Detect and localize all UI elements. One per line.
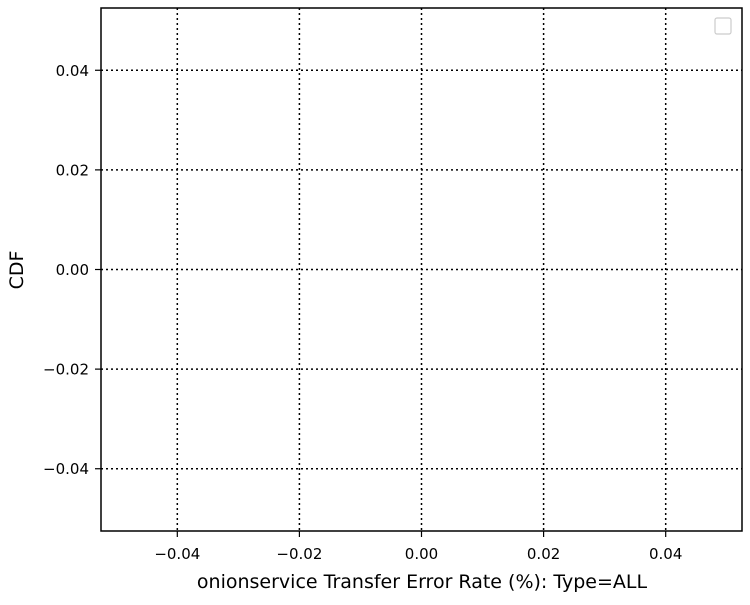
tick-label-layer: −0.04 −0.02 0.00 0.02 0.04 −0.04 −0.02 0.00 0.02… (43, 62, 682, 563)
grid-layer (101, 8, 742, 531)
tick-layer (95, 69, 667, 537)
x-tick-label: −0.02 (276, 545, 322, 563)
y-tick-label: 0.00 (56, 261, 89, 279)
y-tick-label: 0.04 (56, 62, 89, 80)
x-tick-label: 0.00 (405, 545, 438, 563)
x-tick-label: −0.04 (154, 545, 200, 563)
y-tick-label: 0.02 (56, 161, 89, 179)
x-axis-title: onionservice Transfer Error Rate (%): Ty… (197, 571, 648, 593)
x-tick-label: 0.02 (527, 545, 560, 563)
y-tick-label: −0.02 (43, 361, 89, 379)
plot-frame (100, 7, 743, 532)
y-axis-title: CDF (6, 251, 28, 290)
x-tick-label: 0.04 (649, 545, 682, 563)
y-tick-label: −0.04 (43, 460, 89, 478)
legend-box (714, 17, 732, 35)
